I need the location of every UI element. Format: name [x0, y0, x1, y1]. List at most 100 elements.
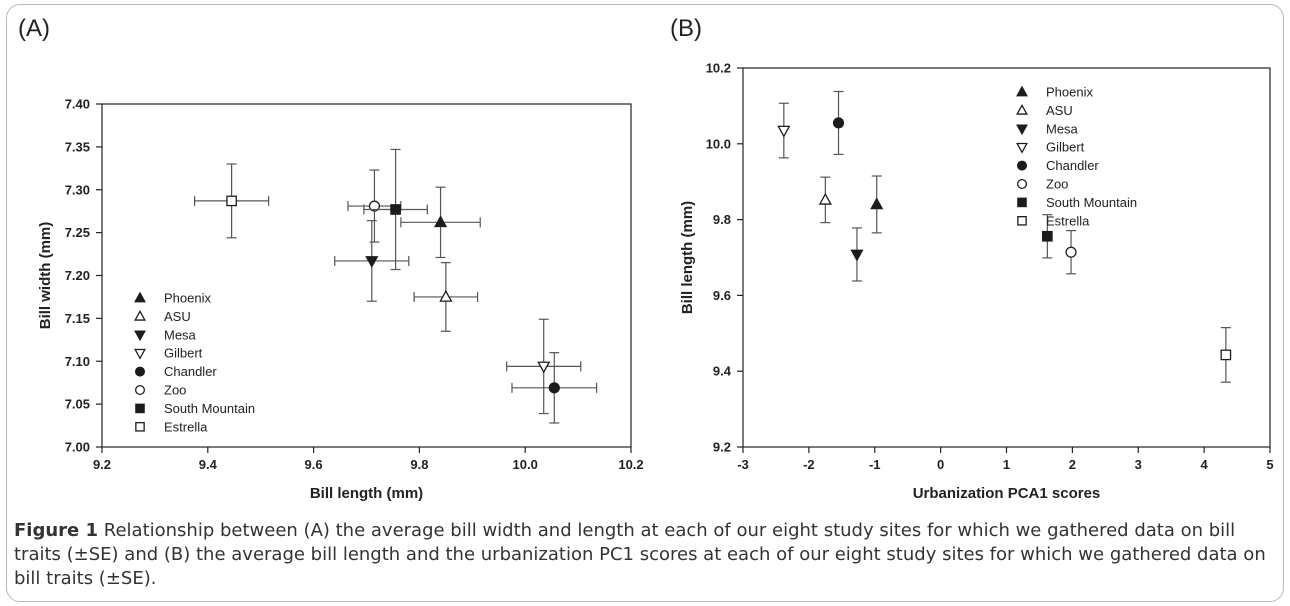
legend-marker: [134, 366, 146, 377]
data-marker: [1042, 230, 1053, 242]
legend-label: Chandler: [1046, 158, 1099, 173]
figure-caption: Figure 1 Relationship between (A) the av…: [14, 519, 1276, 591]
legend-label: South Mountain: [164, 401, 255, 416]
legend-marker: [1017, 216, 1027, 226]
legend-label: South Mountain: [1046, 195, 1137, 210]
legend-label: Gilbert: [1046, 140, 1085, 155]
data-point-phoenix: [870, 175, 884, 234]
data-marker: [777, 125, 791, 138]
legend-marker: [1016, 103, 1028, 115]
x-axis-label: Urbanization PCA1 scores: [913, 485, 1101, 502]
x-tick-label: 5: [1266, 457, 1273, 472]
y-tick-label: 7.25: [65, 225, 90, 240]
legend-marker: [134, 330, 146, 342]
caption-text: Relationship between (A) the average bil…: [14, 520, 1266, 589]
legend: Phoenix ASU Mesa Gilbert Chandler Zoo South Mo…: [1016, 85, 1137, 228]
data-point-chandler: [832, 90, 845, 156]
legend-marker: [1017, 197, 1027, 208]
data-point-mesa: [850, 227, 864, 282]
data-point-estrella: [193, 163, 270, 239]
legend-label: Gilbert: [164, 346, 203, 361]
y-tick-label: 7.40: [65, 97, 90, 112]
legend-label: Estrella: [1046, 213, 1090, 228]
x-tick-label: 10.2: [618, 457, 643, 472]
legend-marker: [134, 309, 146, 321]
legend-label: Phoenix: [164, 291, 211, 306]
legend-label: Phoenix: [1046, 85, 1093, 100]
y-tick-label: 9.6: [713, 288, 731, 303]
x-tick-label: 2: [1069, 457, 1076, 472]
legend-marker: [1016, 178, 1028, 190]
data-marker: [870, 197, 884, 210]
x-tick-label: 3: [1135, 457, 1142, 472]
legend-label: Chandler: [164, 364, 217, 379]
data-point-gilbert: [506, 318, 582, 415]
data-marker: [365, 256, 379, 268]
legend-marker: [134, 348, 146, 360]
legend-marker: [135, 422, 145, 432]
chart-panel-b: (B) 9.2 9.4 9.6 9.8 10.0 10.2 -3 -2 -1 0 1 2 3 4 5 Urban…: [670, 15, 1274, 502]
y-tick-label: 7.05: [65, 397, 90, 412]
data-point-asu: [413, 262, 479, 332]
data-point-chandler: [511, 352, 598, 424]
y-tick-label: 7.35: [65, 139, 90, 154]
panel-label: (B): [670, 15, 702, 42]
x-tick-label: -2: [803, 457, 815, 472]
x-axis-label: Bill length (mm): [310, 485, 423, 502]
x-tick-label: 1: [1003, 457, 1010, 472]
x-tick-label: 9.2: [93, 457, 111, 472]
data-marker: [1065, 246, 1077, 258]
data-point-gilbert: [777, 102, 791, 159]
data-marker: [439, 289, 453, 302]
legend-marker: [134, 291, 146, 303]
legend-label: Estrella: [164, 419, 208, 434]
legend-marker: [1016, 142, 1028, 154]
y-axis-label: Bill length (mm): [679, 201, 696, 314]
y-tick-label: 10.0: [706, 136, 731, 151]
plot-area-border: [742, 67, 1271, 448]
legend-label: ASU: [164, 309, 191, 324]
data-marker: [433, 215, 448, 228]
chart-panel-a: (A) 7.00 7.05 7.10 7.15 7.20 7.25 7.30 7.35 7.40 9…: [18, 15, 644, 502]
legend-label: Zoo: [164, 383, 186, 398]
data-point-south-mountain: [363, 148, 428, 271]
caption-label: Figure 1: [14, 520, 99, 541]
legend-label: Mesa: [164, 327, 197, 342]
x-tick-label: 4: [1201, 457, 1209, 472]
panel-label: (A): [18, 15, 50, 42]
legend-marker: [1016, 160, 1028, 171]
x-tick-label: 9.4: [199, 457, 218, 472]
data-marker: [548, 382, 560, 394]
x-tick-label: 10.0: [513, 457, 538, 472]
data-marker: [818, 192, 832, 205]
legend: Phoenix ASU Mesa Gilbert Chandler Zoo South Mo…: [134, 291, 255, 434]
y-tick-label: 9.4: [713, 364, 732, 379]
legend-marker: [1016, 85, 1028, 97]
y-tick-label: 7.10: [65, 354, 90, 369]
legend-label: Zoo: [1046, 177, 1068, 192]
legend-marker: [1016, 124, 1028, 136]
data-point-estrella: [1220, 327, 1232, 383]
legend-label: ASU: [1046, 103, 1073, 118]
data-marker: [537, 361, 551, 374]
legend-marker: [134, 384, 146, 396]
legend-marker: [135, 403, 145, 414]
y-tick-label: 7.30: [65, 182, 90, 197]
x-tick-label: -3: [737, 457, 749, 472]
y-tick-label: 7.15: [65, 311, 90, 326]
data-marker: [390, 204, 401, 215]
data-marker: [1220, 349, 1232, 361]
data-point-phoenix: [400, 186, 481, 259]
data-point-south-mountain: [1042, 214, 1053, 259]
legend-label: Mesa: [1046, 121, 1079, 136]
data-marker: [368, 200, 381, 212]
x-tick-label: 9.6: [305, 457, 323, 472]
data-point-zoo: [1065, 229, 1077, 275]
y-tick-label: 7.20: [65, 268, 90, 283]
data-point-mesa: [334, 220, 410, 302]
x-tick-label: -1: [869, 457, 881, 472]
x-tick-label: 9.8: [410, 457, 428, 472]
data-marker: [832, 117, 845, 129]
data-marker: [226, 195, 237, 207]
